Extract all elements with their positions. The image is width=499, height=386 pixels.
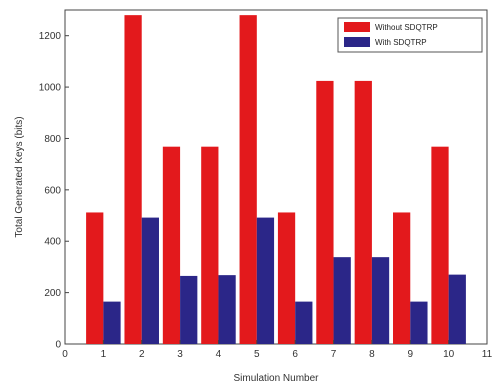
legend: Without SDQTRP With SDQTRP [337, 17, 483, 53]
bar-series2-6 [295, 301, 313, 344]
y-tick-label: 0 [55, 340, 61, 351]
bar-series1-5 [239, 15, 257, 344]
x-tick-label: 6 [292, 349, 298, 360]
y-tick-label: 600 [44, 185, 61, 196]
bar-series2-4 [218, 275, 236, 344]
x-tick-label: 5 [254, 349, 260, 360]
x-tick-label: 4 [216, 349, 222, 360]
bar-series2-1 [103, 301, 121, 344]
y-tick-label: 200 [44, 288, 61, 299]
bar-series2-7 [333, 257, 351, 344]
bars-group [86, 15, 466, 344]
bar-series2-9 [410, 301, 428, 344]
legend-swatch-series2 [344, 37, 370, 47]
x-tick-label: 2 [139, 349, 145, 360]
bar-series1-9 [393, 212, 411, 344]
x-tick-label: 9 [407, 349, 413, 360]
x-tick-label: 8 [369, 349, 375, 360]
x-tick-label: 7 [331, 349, 337, 360]
legend-label-series2: With SDQTRP [375, 38, 427, 47]
x-tick-label: 11 [482, 349, 493, 360]
bar-series1-7 [316, 80, 334, 344]
bar-series1-3 [162, 146, 181, 344]
y-tick-label: 1200 [39, 31, 62, 42]
bar-series1-10 [431, 146, 449, 344]
bar-series2-5 [256, 217, 275, 344]
bar-series1-8 [354, 80, 372, 344]
bar-series1-4 [201, 146, 219, 344]
x-tick-label: 1 [101, 349, 107, 360]
x-tick-label: 3 [177, 349, 183, 360]
x-axis-title: Simulation Number [233, 373, 319, 384]
bar-series1-6 [277, 212, 296, 344]
y-axis-title: Total Generated Keys (bits) [14, 116, 25, 237]
bar-series2-3 [180, 275, 198, 344]
y-tick-label: 1000 [39, 83, 62, 94]
x-tick-label: 10 [443, 349, 455, 360]
bar-series2-8 [371, 257, 390, 344]
x-axis: 0 1 2 3 4 5 6 7 8 9 10 11 [62, 340, 493, 360]
bar-series2-2 [141, 217, 159, 344]
y-tick-label: 400 [44, 237, 61, 248]
legend-swatch-series1 [344, 22, 370, 32]
bar-series1-1 [86, 212, 104, 344]
legend-label-series1: Without SDQTRP [375, 23, 438, 32]
bar-series1-2 [124, 15, 142, 344]
y-tick-label: 800 [44, 134, 61, 145]
bar-series2-10 [448, 274, 466, 344]
y-axis: 0 200 400 600 800 1000 1200 [39, 31, 69, 351]
x-tick-label: 0 [62, 349, 68, 360]
